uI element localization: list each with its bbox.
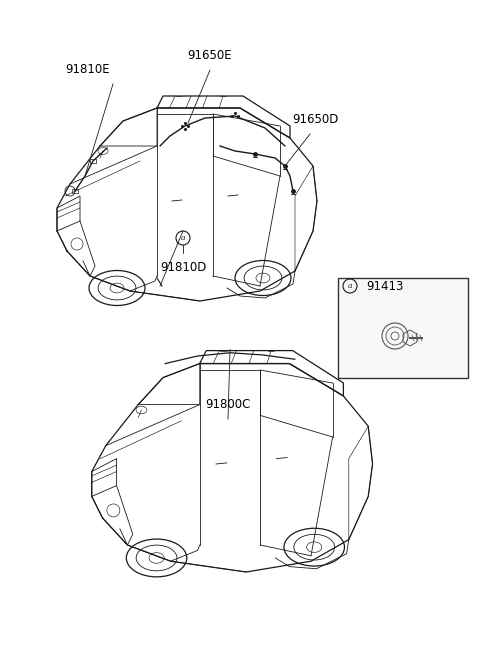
Text: 91413: 91413: [366, 279, 403, 293]
Bar: [90, 159, 96, 163]
Text: 91800C: 91800C: [205, 398, 251, 411]
Text: 91650E: 91650E: [188, 49, 232, 62]
Bar: [72, 189, 78, 193]
Bar: [338, 278, 468, 378]
Text: 91650D: 91650D: [292, 113, 338, 126]
Text: a: a: [181, 234, 185, 242]
Text: 91810E: 91810E: [66, 63, 110, 76]
Text: a: a: [348, 282, 352, 290]
Text: 91810D: 91810D: [160, 261, 206, 274]
